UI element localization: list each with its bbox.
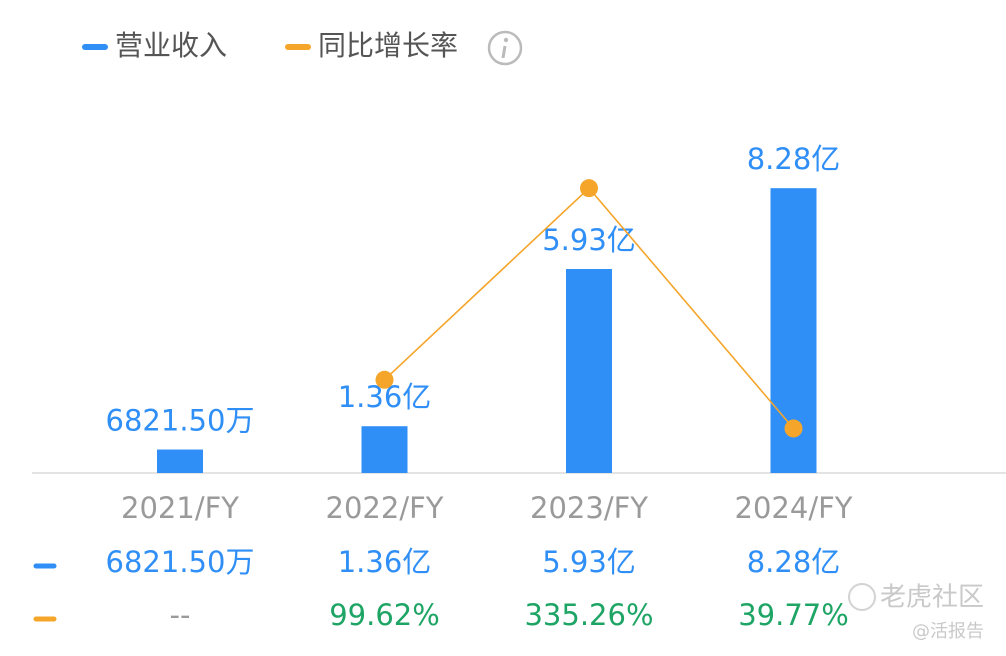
line-point — [580, 179, 598, 198]
table-cell: 335.26% — [524, 598, 653, 632]
data-label: 6821.50万 — [106, 404, 255, 438]
watermark-author: @活报告 — [912, 621, 984, 642]
bar — [361, 426, 408, 473]
table-cell: 39.77% — [738, 598, 849, 632]
table-cell: -- — [170, 598, 191, 632]
line-point — [375, 370, 394, 389]
x-tick-label: 2024/FY — [735, 491, 853, 525]
legend-label: 营业收入 — [115, 29, 227, 62]
table-cell: 5.93亿 — [542, 545, 636, 579]
table-cell: 6821.50万 — [106, 545, 255, 579]
x-tick-label: 2021/FY — [121, 491, 239, 525]
watermark-logo — [848, 583, 876, 611]
x-tick-label: 2023/FY — [530, 491, 648, 525]
info-dot — [503, 37, 509, 43]
line-point — [784, 419, 803, 438]
watermark-brand: 老虎社区 — [880, 583, 984, 613]
bar — [157, 449, 203, 473]
table-cell: 99.62% — [329, 598, 440, 632]
x-tick-label: 2022/FY — [326, 491, 444, 525]
info-circle — [487, 30, 523, 66]
info-stem — [501, 45, 507, 59]
legend-label: 同比增长率 — [318, 29, 458, 62]
info-icon[interactable] — [487, 30, 523, 66]
table-cell: 8.28亿 — [747, 545, 841, 579]
bar — [566, 269, 612, 473]
table-cell: 1.36亿 — [338, 545, 432, 579]
data-label: 8.28亿 — [747, 142, 841, 176]
data-label: 5.93亿 — [542, 223, 636, 257]
